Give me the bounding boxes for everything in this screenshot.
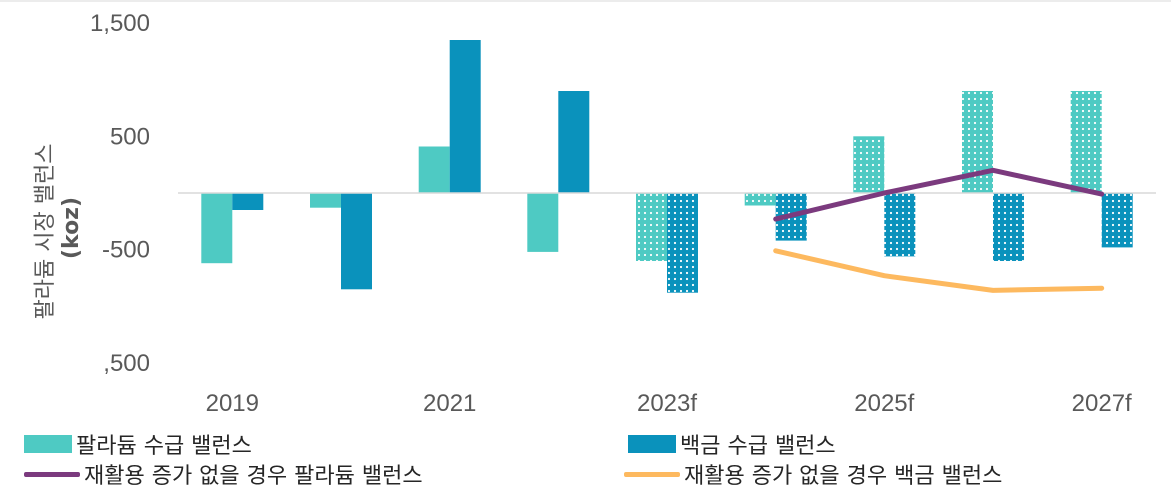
y-tick-label: 500 xyxy=(110,123,150,150)
legend-swatch-platinum xyxy=(628,435,676,453)
legend-label-platinum-no-recycling: 재활용 증가 없을 경우 백금 밸런스 xyxy=(684,464,1003,489)
y-axis-label: 팔라듐 시장 밸런스 (koz) xyxy=(33,137,84,320)
bar-palladium-2023f xyxy=(636,193,667,261)
bar-platinum-2021 xyxy=(449,40,481,193)
bar-palladium-2019 xyxy=(201,193,233,264)
legend-item-palladium-no-recycling: 재활용 증가 없을 경우 팔라듐 밸런스 xyxy=(24,458,423,490)
x-tick-label: 2025f xyxy=(854,390,914,417)
bar-platinum-2027f xyxy=(1101,193,1133,248)
bar-palladium-2025f xyxy=(853,136,885,193)
legend-item-palladium-balance: 팔라듐 수급 밸런스 xyxy=(24,428,252,460)
x-tick-label: 2027f xyxy=(1072,390,1132,417)
x-tick-label: 2021 xyxy=(423,390,476,417)
legend-swatch-palladium xyxy=(24,435,72,453)
x-tick-label: 2019 xyxy=(206,390,259,417)
legend-swatch-platinum-line xyxy=(624,471,680,477)
bar-palladium-2020 xyxy=(310,193,341,208)
legend-label-palladium-balance: 팔라듐 수급 밸런스 xyxy=(76,434,252,459)
legend-item-platinum-no-recycling: 재활용 증가 없을 경우 백금 밸런스 xyxy=(624,458,1002,490)
bar-platinum-2019 xyxy=(232,193,264,210)
bar-palladium-2027f xyxy=(1070,91,1102,193)
y-tick-label: ,500 xyxy=(103,350,150,377)
legend-label-platinum-balance: 백금 수급 밸런스 xyxy=(680,434,836,459)
bar-palladium-2024f xyxy=(744,193,776,206)
bar-palladium-2022 xyxy=(527,193,559,252)
y-tick-label: 1,500 xyxy=(90,10,150,37)
bar-platinum-2020 xyxy=(341,193,372,290)
bar-palladium-2021 xyxy=(418,146,450,193)
legend-swatch-palladium-line xyxy=(24,471,80,477)
line-palladium-no-recycling xyxy=(773,167,1105,222)
bar-platinum-2023f xyxy=(667,193,698,293)
x-tick-label: 2023f xyxy=(637,390,697,417)
y-tick-label: -500 xyxy=(102,237,150,264)
legend-label-palladium-no-recycling: 재활용 증가 없을 경우 팔라듐 밸런스 xyxy=(84,464,423,489)
bar-platinum-2022 xyxy=(558,91,590,193)
line-platinum-no-recycling xyxy=(773,248,1105,293)
bar-platinum-2026f xyxy=(993,193,1024,261)
bar-platinum-2025f xyxy=(884,193,916,257)
legend-item-platinum-balance: 백금 수급 밸런스 xyxy=(628,428,836,460)
